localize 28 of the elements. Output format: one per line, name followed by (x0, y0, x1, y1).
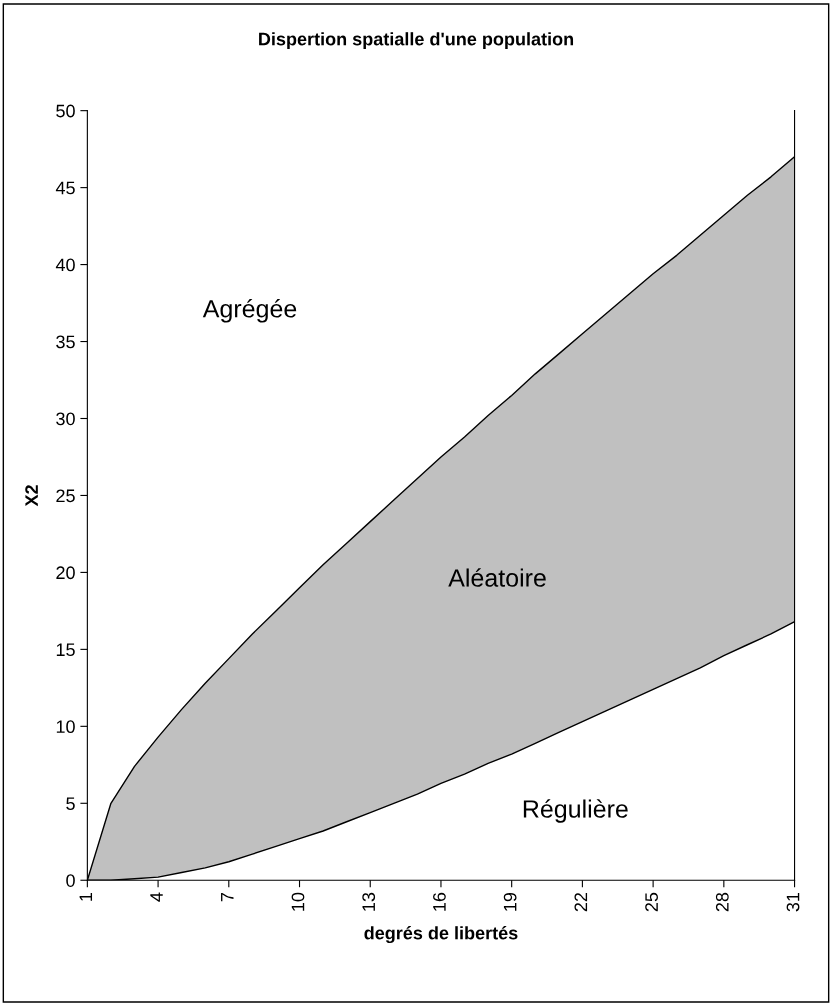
annotation: Régulière (523, 799, 628, 823)
chart-title: Dispertion spatialle d'une population (259, 32, 574, 50)
y-tick-label: 35 (56, 335, 75, 349)
x-tick-label: 31 (786, 892, 800, 912)
y-tick-label: 30 (56, 412, 75, 426)
x-tick-label: 16 (433, 892, 446, 911)
y-tick-label: 50 (56, 104, 75, 118)
x-tick-label: 25 (645, 892, 658, 912)
y-tick-label: 15 (56, 643, 75, 657)
x-tick-label: 4 (150, 892, 163, 902)
x-tick-label: 13 (362, 892, 376, 911)
x-tick-label: 10 (291, 892, 305, 911)
y-tick-label: 40 (55, 258, 75, 272)
x-tick-label: 19 (503, 892, 517, 911)
x-tick-label: 22 (574, 892, 588, 912)
annotation: Agrégée (202, 298, 297, 323)
y-tick-label: 25 (56, 489, 75, 503)
x-tick-label: 1 (79, 892, 93, 901)
y-tick-label: 0 (66, 874, 75, 887)
y-tick-label: 5 (66, 797, 75, 811)
x-tick-label: 7 (221, 892, 234, 902)
y-axis-title: X2 (25, 485, 38, 507)
y-tick-label: 10 (56, 720, 75, 734)
y-tick-label: 45 (55, 181, 75, 195)
annotation: Aléatoire (448, 568, 546, 587)
x-axis-title: degrés de libertés (364, 926, 518, 944)
x-tick-label: 28 (715, 892, 729, 912)
y-tick-label: 20 (56, 566, 75, 580)
